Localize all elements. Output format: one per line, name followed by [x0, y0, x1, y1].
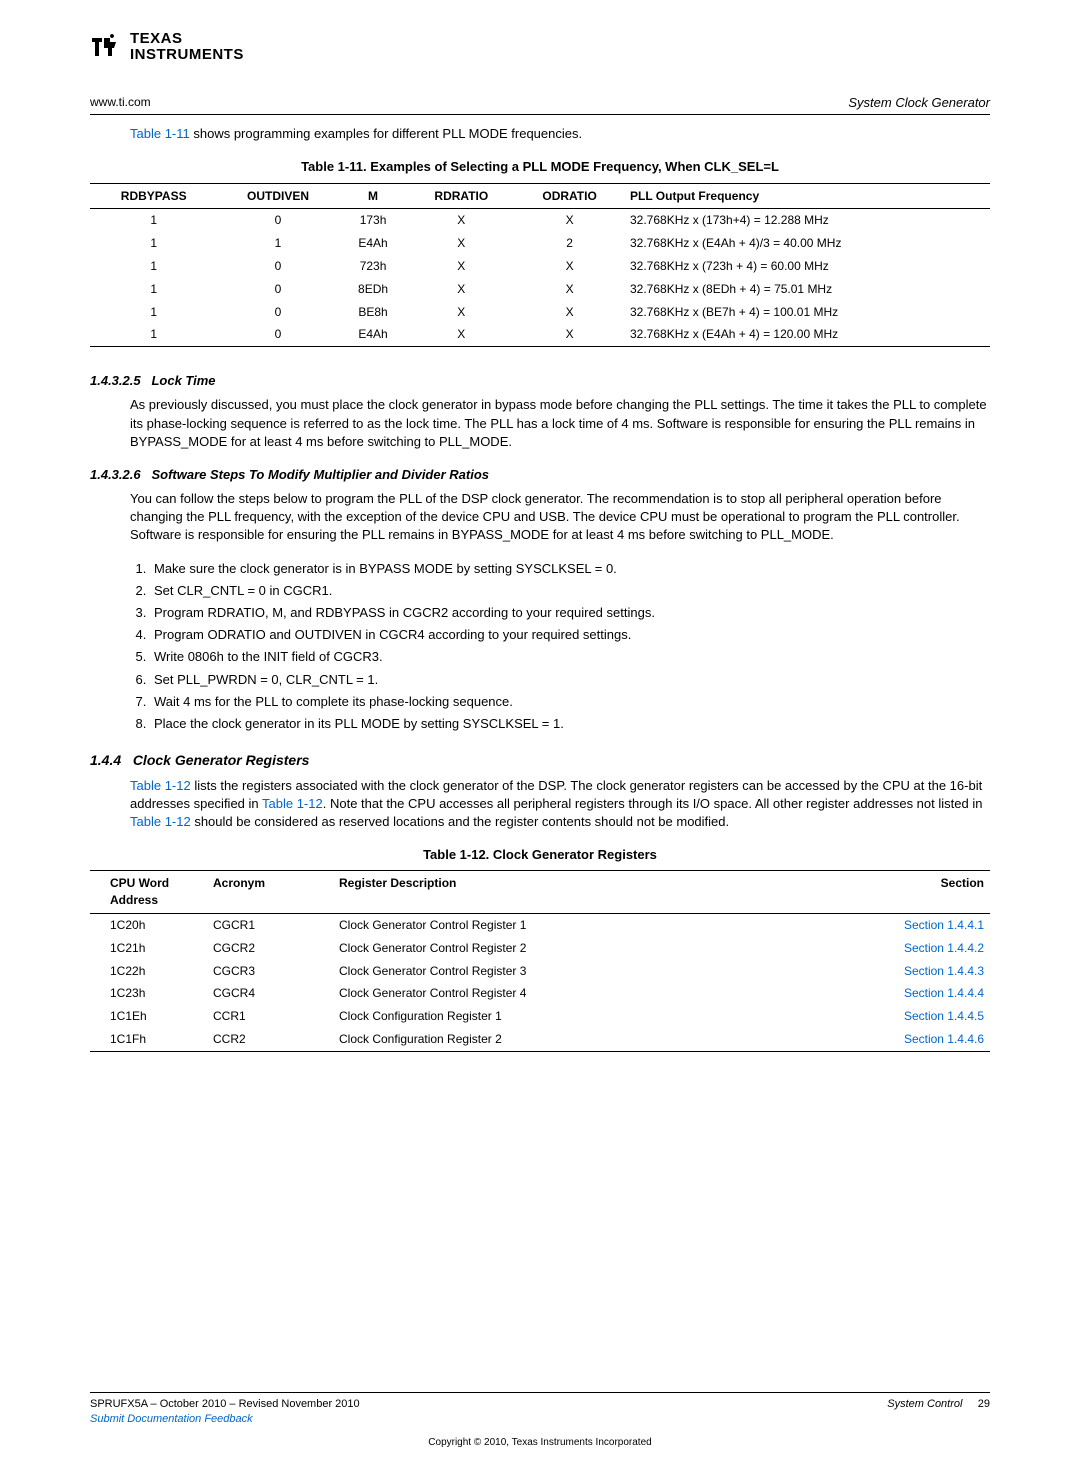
- table-row: 1C23hCGCR4Clock Generator Control Regist…: [90, 982, 990, 1005]
- table-1-11: RDBYPASSOUTDIVENMRDRATIOODRATIOPLL Outpu…: [90, 183, 990, 348]
- page-header: www.ti.com System Clock Generator: [90, 94, 990, 115]
- table-row: 10173hXX32.768KHz x (173h+4) = 12.288 MH…: [90, 209, 990, 232]
- intro-rest: shows programming examples for different…: [190, 126, 582, 141]
- list-item: Set CLR_CNTL = 0 in CGCR1.: [150, 582, 990, 600]
- logo-text: TEXAS INSTRUMENTS: [130, 31, 244, 63]
- list-item: Place the clock generator in its PLL MOD…: [150, 715, 990, 733]
- table-row: 10BE8hXX32.768KHz x (BE7h + 4) = 100.01 …: [90, 301, 990, 324]
- logo-block: TEXAS INSTRUMENTS: [90, 30, 990, 64]
- section-num: 1.4.4: [90, 752, 121, 768]
- section-title: Clock Generator Registers: [133, 752, 310, 768]
- table1-header: RDBYPASS: [90, 183, 217, 209]
- footer-copyright: Copyright © 2010, Texas Instruments Inco…: [90, 1436, 990, 1450]
- section-link[interactable]: Section 1.4.4.4: [783, 982, 990, 1005]
- list-item: Make sure the clock generator is in BYPA…: [150, 560, 990, 578]
- sec3-body: Table 1-12 lists the registers associate…: [130, 777, 990, 832]
- table-row: 10723hXX32.768KHz x (723h + 4) = 60.00 M…: [90, 255, 990, 278]
- table-1-12-title: Table 1-12. Clock Generator Registers: [90, 846, 990, 864]
- section-link[interactable]: Section 1.4.4.1: [783, 914, 990, 937]
- ti-logo-icon: [90, 30, 124, 64]
- steps-list: Make sure the clock generator is in BYPA…: [150, 560, 990, 734]
- list-item: Program ODRATIO and OUTDIVEN in CGCR4 ac…: [150, 626, 990, 644]
- section-link[interactable]: Section 1.4.4.5: [783, 1005, 990, 1028]
- header-chapter: System Clock Generator: [848, 94, 990, 112]
- logo-line1: TEXAS: [130, 31, 244, 47]
- table-row: 1C21hCGCR2Clock Generator Control Regist…: [90, 937, 990, 960]
- list-item: Write 0806h to the INIT field of CGCR3.: [150, 648, 990, 666]
- intro-paragraph: Table 1-11 shows programming examples fo…: [130, 125, 990, 143]
- sec2-body: You can follow the steps below to progra…: [130, 490, 990, 545]
- table-row: 1C22hCGCR3Clock Generator Control Regist…: [90, 960, 990, 983]
- section-1-4-4-head: 1.4.4 Clock Generator Registers: [90, 751, 990, 771]
- list-item: Wait 4 ms for the PLL to complete its ph…: [150, 693, 990, 711]
- footer-section: System Control: [887, 1398, 962, 1410]
- table-row: 11E4AhX232.768KHz x (E4Ah + 4)/3 = 40.00…: [90, 232, 990, 255]
- section-1-4-3-2-6-head: 1.4.3.2.6 Software Steps To Modify Multi…: [90, 466, 990, 484]
- t2-h-addr: CPU WordAddress: [90, 871, 207, 914]
- t2-h-acr: Acronym: [207, 871, 333, 914]
- table1-header: ODRATIO: [515, 183, 624, 209]
- table-row: 10E4AhXX32.768KHz x (E4Ah + 4) = 120.00 …: [90, 323, 990, 346]
- sec1-body: As previously discussed, you must place …: [130, 396, 990, 451]
- section-link[interactable]: Section 1.4.4.2: [783, 937, 990, 960]
- page-footer: SPRUFX5A – October 2010 – Revised Novemb…: [90, 1392, 990, 1450]
- section-link[interactable]: Section 1.4.4.6: [783, 1028, 990, 1051]
- t2-h-sec: Section: [783, 871, 990, 914]
- footer-page: 29: [978, 1398, 990, 1410]
- table-row: 1C1FhCCR2Clock Configuration Register 2S…: [90, 1028, 990, 1051]
- section-title: Lock Time: [151, 373, 215, 388]
- footer-feedback-link[interactable]: Submit Documentation Feedback: [90, 1412, 990, 1427]
- table-1-12-link[interactable]: Table 1-12: [130, 814, 191, 829]
- table-1-11-link[interactable]: Table 1-11: [130, 126, 190, 141]
- table-1-12-link[interactable]: Table 1-12: [262, 796, 323, 811]
- table-row: 1C20hCGCR1Clock Generator Control Regist…: [90, 914, 990, 937]
- table1-header: RDRATIO: [407, 183, 515, 209]
- table1-header: OUTDIVEN: [217, 183, 338, 209]
- section-num: 1.4.3.2.5: [90, 373, 141, 388]
- table-row: 1C1EhCCR1Clock Configuration Register 1S…: [90, 1005, 990, 1028]
- logo-line2: INSTRUMENTS: [130, 47, 244, 63]
- table1-header: PLL Output Frequency: [624, 183, 990, 209]
- section-title: Software Steps To Modify Multiplier and …: [151, 467, 489, 482]
- section-link[interactable]: Section 1.4.4.3: [783, 960, 990, 983]
- list-item: Set PLL_PWRDN = 0, CLR_CNTL = 1.: [150, 671, 990, 689]
- table-1-12-link[interactable]: Table 1-12: [130, 778, 191, 793]
- list-item: Program RDRATIO, M, and RDBYPASS in CGCR…: [150, 604, 990, 622]
- section-num: 1.4.3.2.6: [90, 467, 141, 482]
- header-url[interactable]: www.ti.com: [90, 94, 151, 112]
- table1-header: M: [339, 183, 408, 209]
- table-row: 108EDhXX32.768KHz x (8EDh + 4) = 75.01 M…: [90, 278, 990, 301]
- section-1-4-3-2-5-head: 1.4.3.2.5 Lock Time: [90, 372, 990, 390]
- t2-h-desc: Register Description: [333, 871, 783, 914]
- table-1-11-title: Table 1-11. Examples of Selecting a PLL …: [90, 158, 990, 176]
- table-1-12: CPU WordAddress Acronym Register Descrip…: [90, 870, 990, 1051]
- footer-doc: SPRUFX5A – October 2010 – Revised Novemb…: [90, 1397, 360, 1412]
